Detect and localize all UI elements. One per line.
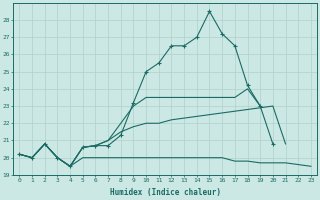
X-axis label: Humidex (Indice chaleur): Humidex (Indice chaleur) <box>110 188 220 197</box>
